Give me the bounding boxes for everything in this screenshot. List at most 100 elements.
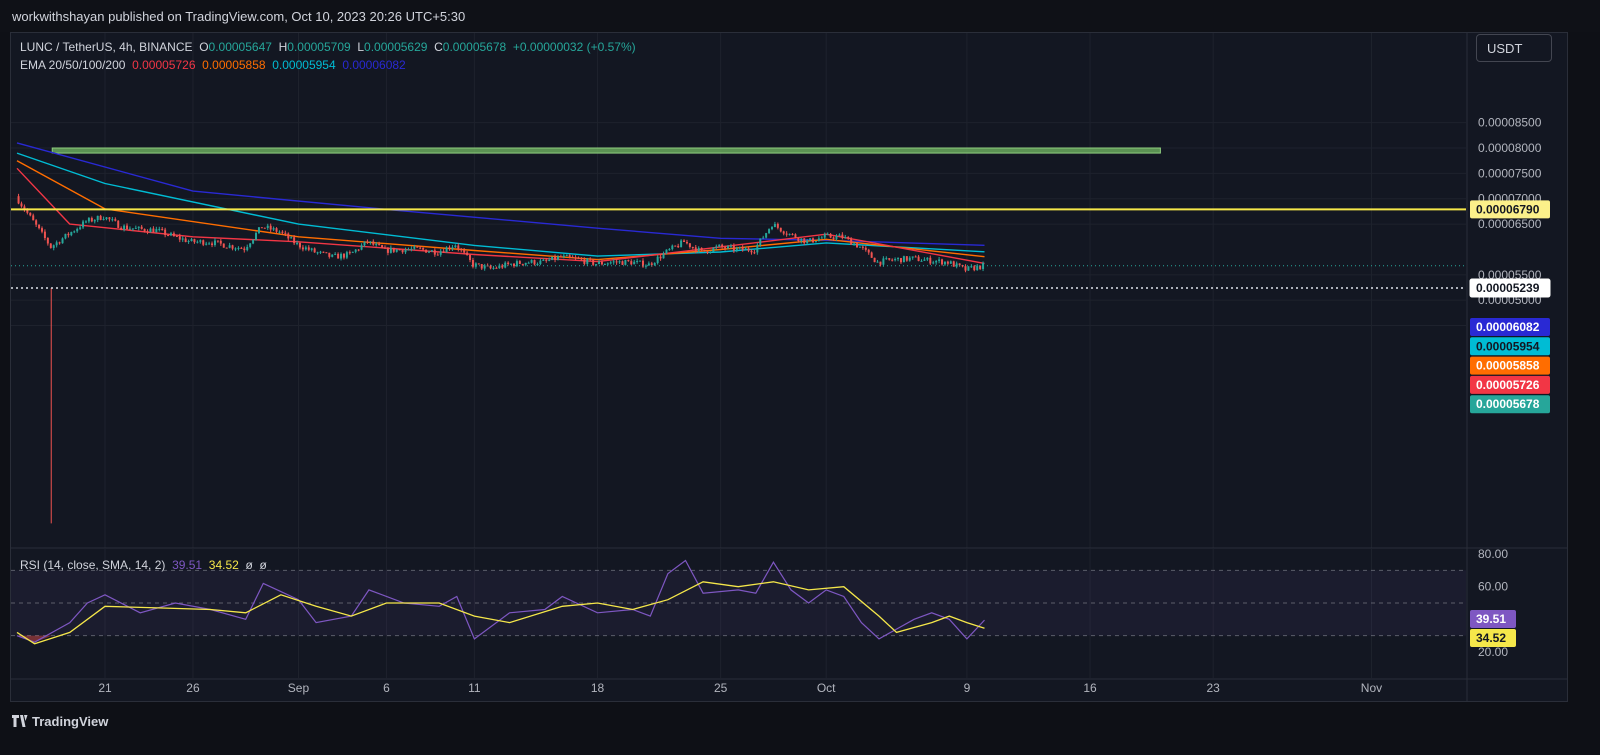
candle-body: [703, 249, 706, 252]
candle-body: [281, 231, 284, 233]
candle-body: [278, 231, 281, 233]
candle-body: [29, 212, 32, 216]
candle-body: [589, 258, 592, 260]
candle-body: [644, 265, 647, 267]
candle-body: [477, 263, 480, 265]
candle-body: [943, 261, 946, 265]
candle-body: [955, 263, 958, 267]
currency-button[interactable]: USDT: [1476, 34, 1552, 62]
candle-body: [181, 238, 184, 240]
candle-body: [832, 237, 835, 239]
candle-body: [149, 228, 152, 233]
candle-body: [205, 243, 208, 245]
rsi-last-tag: [1470, 610, 1516, 628]
candle-body: [735, 248, 738, 251]
candle-body: [759, 238, 762, 245]
time-tick-label: 23: [1206, 681, 1220, 695]
chart-frame[interactable]: [10, 32, 1568, 702]
candle-body: [554, 256, 557, 260]
candle-body: [882, 258, 885, 265]
low-value: 0.00005629: [364, 40, 428, 54]
symbol-label[interactable]: LUNC / TetherUS, 4h, BINANCE: [20, 40, 193, 54]
ema100-tag-label: 0.00005954: [1476, 339, 1540, 353]
candle-body: [545, 259, 548, 261]
candle-body: [665, 249, 668, 254]
candle-body: [507, 262, 510, 265]
candle-body: [167, 235, 170, 237]
rsi-layer: [11, 559, 1466, 645]
candle-body: [753, 252, 756, 254]
candle-body: [43, 231, 46, 238]
rsi-label[interactable]: RSI (14, close, SMA, 14, 2): [20, 558, 166, 572]
candle-body: [457, 245, 460, 250]
candle-body: [46, 237, 49, 244]
candle-body: [897, 258, 900, 260]
candle-body: [61, 238, 64, 244]
candle-body: [750, 250, 753, 253]
candle-body: [765, 233, 768, 238]
candle-body: [595, 264, 598, 266]
rsi-ma-last-tag: [1470, 629, 1516, 647]
candle-body: [592, 259, 595, 265]
candle-body: [193, 239, 196, 243]
candle-body: [190, 239, 193, 242]
candle-body: [656, 256, 659, 263]
candle-body: [272, 228, 275, 230]
candle-body: [114, 219, 117, 221]
rsi-ma-last-tag-label: 34.52: [1476, 631, 1506, 645]
candle-body: [172, 233, 175, 237]
candle-body: [334, 253, 337, 255]
candle-body: [600, 261, 603, 265]
candle-body: [680, 240, 683, 248]
candle-body: [841, 234, 844, 238]
candle-body: [967, 266, 970, 271]
candle-body: [814, 241, 817, 243]
candle-body: [454, 245, 457, 248]
candle-body: [146, 231, 149, 233]
candle-body: [571, 256, 574, 258]
ema-legend: EMA 20/50/100/200 0.00005726 0.00005858 …: [20, 58, 406, 72]
tag-layer: 0.00006790 0.00006082 0.00005954 0.00005858…: [1469, 200, 1551, 647]
candle-body: [958, 263, 961, 266]
candle-body: [856, 243, 859, 248]
candle-body: [287, 233, 290, 239]
candle-body: [864, 247, 867, 250]
candle-body: [73, 231, 76, 233]
price-tick-label: 0.00008500: [1478, 116, 1542, 130]
candle-body: [562, 255, 565, 257]
candle-body: [697, 247, 700, 252]
candle-body: [187, 241, 190, 243]
candle-body: [812, 238, 815, 243]
candle-body: [419, 247, 422, 249]
candle-body: [885, 258, 888, 260]
candle-body: [213, 240, 216, 246]
candle-body: [360, 245, 363, 250]
candle-body: [310, 248, 313, 250]
candle-body: [413, 246, 416, 249]
candle-body: [199, 240, 202, 242]
time-tick-label: 26: [186, 681, 200, 695]
candle-body: [527, 262, 530, 264]
tradingview-logo[interactable]: TradingView: [12, 714, 108, 729]
resistance-tag-label: 0.00006790: [1476, 202, 1540, 216]
candle-body: [650, 263, 653, 265]
candle-body: [304, 247, 307, 250]
candle-body: [342, 253, 345, 258]
candle-body: [876, 261, 879, 263]
candle-body: [809, 238, 812, 241]
candle-body: [586, 258, 589, 264]
candle-body: [533, 260, 536, 265]
time-tick-label: 18: [591, 681, 605, 695]
time-tick-label: 9: [964, 681, 971, 695]
candle-body: [627, 260, 630, 262]
candle-body: [624, 260, 627, 265]
candle-body: [460, 249, 463, 251]
candle-body: [964, 266, 967, 271]
ema-label[interactable]: EMA 20/50/100/200: [20, 58, 126, 72]
candle-body: [117, 220, 120, 228]
candle-body: [84, 221, 87, 223]
candle-body: [498, 265, 501, 269]
candle-body: [853, 243, 856, 245]
candle-body: [466, 252, 469, 256]
